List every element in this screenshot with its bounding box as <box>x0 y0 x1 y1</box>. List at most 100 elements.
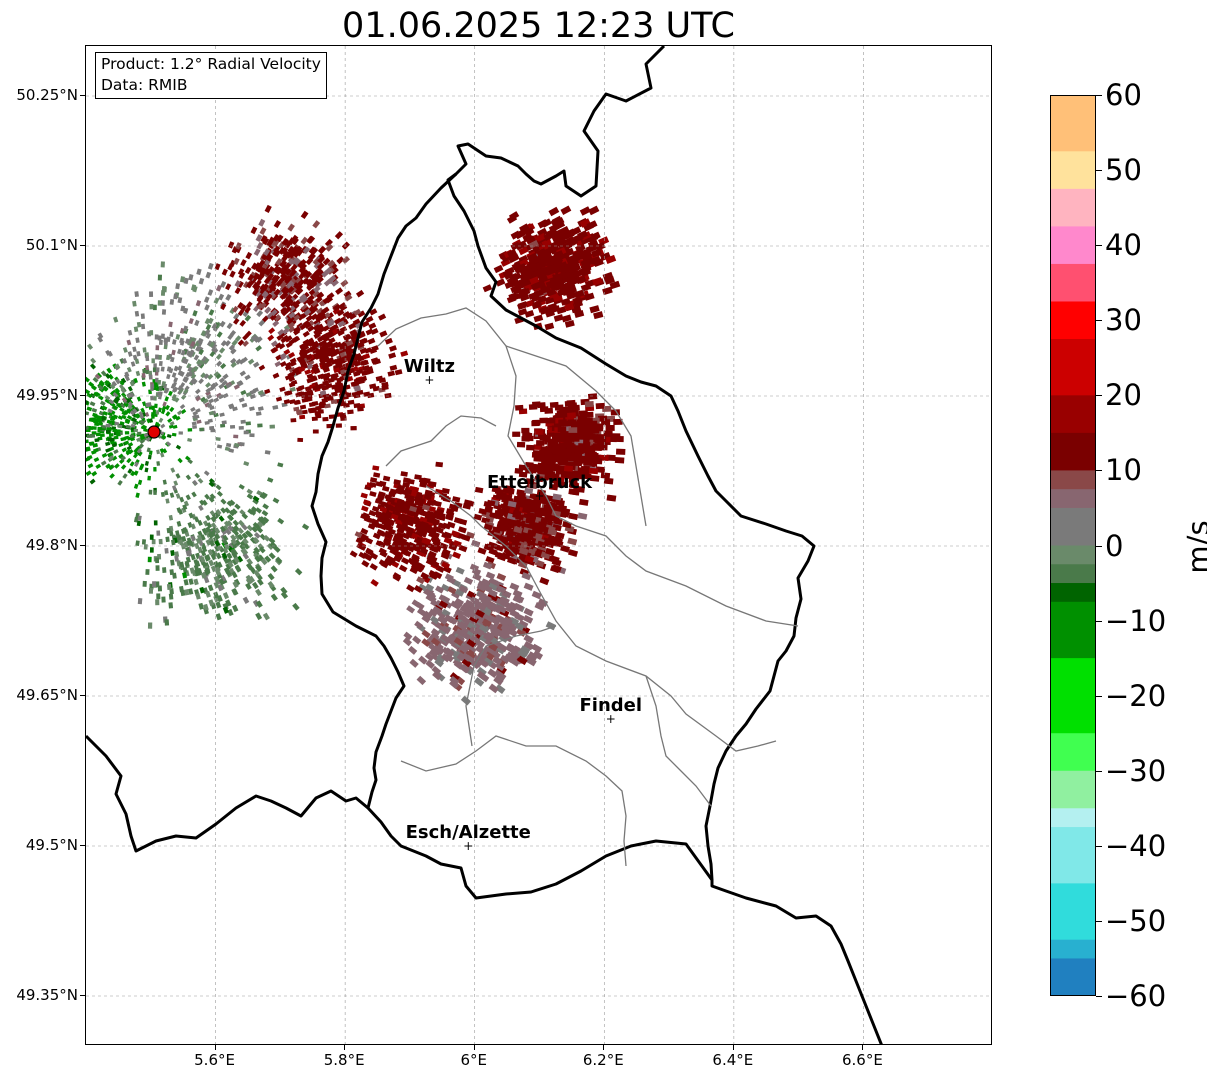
radar-echo-cell <box>134 358 140 365</box>
radar-echo-cell <box>264 388 271 395</box>
radar-echo-cell <box>280 586 288 595</box>
radar-echo-cell <box>416 576 426 585</box>
radar-echo-cell <box>378 313 387 321</box>
radar-echo-cell <box>449 672 460 682</box>
radar-echo-cell <box>272 497 280 504</box>
radar-echo-cell <box>594 241 606 252</box>
radar-echo-cell <box>557 504 568 512</box>
radar-echo-cell <box>398 564 408 573</box>
radar-echo-cell <box>199 556 206 563</box>
radar-echo-cell <box>221 420 227 425</box>
radar-echo-cell <box>490 579 501 588</box>
radar-echo-cell <box>327 395 334 402</box>
radar-echo-cell <box>553 314 564 322</box>
radar-echo-cell <box>185 494 191 501</box>
radar-echo-cell <box>114 363 121 370</box>
radar-echo-cell <box>431 531 440 539</box>
colorbar-tick <box>1096 395 1102 397</box>
colorbar-segment <box>1050 601 1096 622</box>
radar-echo-cell <box>219 412 225 417</box>
radar-echo-cell <box>141 411 147 417</box>
radar-echo-cell <box>543 515 554 524</box>
radar-echo-cell <box>251 581 259 590</box>
radar-echo-cell <box>401 532 411 540</box>
radar-echo-cell <box>215 613 222 621</box>
radar-echo-cell <box>518 471 528 478</box>
radar-echo-cell <box>246 524 254 532</box>
radar-echo-cell <box>177 457 183 464</box>
radar-echo-cell <box>330 399 338 405</box>
radar-echo-cell <box>294 568 303 576</box>
radar-echo-cell <box>221 380 228 386</box>
radar-echo-cell <box>193 516 200 523</box>
radar-echo-cell <box>159 452 165 458</box>
radar-echo-cell <box>160 333 165 339</box>
radar-echo-cell <box>177 348 182 355</box>
map-canvas[interactable]: +Wiltz+Ettelbruck+Findel+Esch/Alzette <box>86 46 992 1045</box>
radar-echo-cell <box>297 260 305 269</box>
radar-echo-cell <box>256 526 264 534</box>
radar-echo-cell <box>422 477 431 484</box>
radar-echo-cell <box>252 387 259 393</box>
radar-echo-cell <box>104 373 111 380</box>
radar-echo-cell <box>306 298 315 306</box>
radar-echo-cell <box>419 481 427 488</box>
radar-echo-cell <box>393 550 402 558</box>
radar-echo-cell <box>312 220 321 229</box>
radar-echo-cell <box>245 577 253 585</box>
radar-echo-cell <box>545 309 556 318</box>
radar-echo-cell <box>142 347 147 353</box>
lon-tick <box>344 1045 346 1050</box>
radar-echo-cell <box>440 595 451 604</box>
radar-echo-cell <box>121 414 127 420</box>
radar-echo-cell <box>584 292 595 301</box>
radar-echo-cell <box>246 493 254 500</box>
radar-echo-cell <box>337 329 345 337</box>
radar-echo-cell <box>175 283 181 290</box>
lat-tick-label: 49.5°N <box>25 836 78 854</box>
colorbar-tick-label: 60 <box>1105 78 1142 112</box>
radar-echo-cell <box>528 239 539 249</box>
radar-echo-cell <box>115 402 122 409</box>
radar-echo-cell <box>441 608 451 618</box>
radar-echo-cell <box>98 381 105 387</box>
colorbar-segment <box>1050 320 1096 340</box>
radar-echo-cell <box>488 548 498 556</box>
radar-echo-cell <box>171 485 177 491</box>
radar-echo-cell <box>474 486 484 494</box>
radar-echo-cell <box>207 289 214 296</box>
radar-echo-cell <box>615 448 626 455</box>
radar-echo-cell <box>541 238 552 248</box>
radar-echo-cell <box>448 543 458 551</box>
colorbar-tick-label: 20 <box>1105 378 1142 413</box>
radar-echo-cell <box>530 262 541 272</box>
radar-echo-cell <box>307 235 316 244</box>
radar-echo-cell <box>606 494 617 502</box>
radar-echo-cell <box>262 292 270 300</box>
radar-echo-cell <box>259 519 267 526</box>
radar-echo-cell <box>231 558 239 566</box>
radar-echo-cell <box>379 550 388 558</box>
radar-echo-cell <box>170 467 176 473</box>
radar-echo-cell <box>560 297 571 306</box>
colorbar-segment <box>1050 339 1096 359</box>
radar-echo-cell <box>183 388 189 395</box>
radar-echo-cell <box>237 268 245 276</box>
radar-echo-cell <box>352 318 361 326</box>
radar-echo-cell <box>218 293 225 301</box>
radar-echo-cell <box>181 535 187 542</box>
radar-echo-cell <box>241 523 248 531</box>
radar-echo-cell <box>385 496 394 503</box>
radar-echo-cell <box>136 437 142 442</box>
radar-echo-cell <box>168 602 174 609</box>
radar-echo-cell <box>540 446 550 452</box>
radar-echo-cell <box>522 273 533 282</box>
radar-echo-cell <box>272 373 280 379</box>
radar-echo-cell <box>222 547 229 554</box>
radar-echo-cell <box>203 357 210 364</box>
colorbar-tick <box>1096 95 1102 96</box>
radar-echo-cell <box>287 286 295 294</box>
radar-echo-cell <box>279 361 287 368</box>
map-panel[interactable]: + Wiltz + Ettelbruck + Findel + Esch/Alzette <box>85 45 992 1045</box>
radar-echo-cell <box>97 384 104 391</box>
